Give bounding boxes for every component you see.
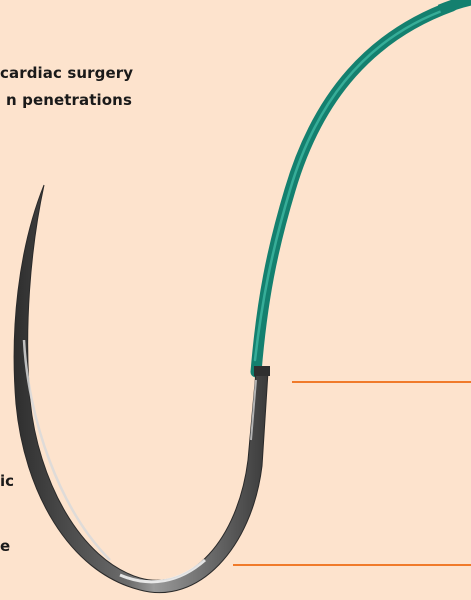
suture-thread-top-end: [437, 0, 471, 16]
headline-line-1: cardiac surgery: [0, 64, 134, 82]
suture-thread-highlight: [253, 6, 452, 362]
swage-collar: [254, 366, 270, 376]
needle-highlight: [22, 339, 111, 561]
side-text-line-3: e: [0, 537, 11, 555]
callout-line-upper: [292, 381, 471, 383]
headline-line-2: n penetrations: [6, 91, 132, 109]
side-text-line-1: ic: [0, 472, 15, 490]
needle-highlight-bottom: [119, 558, 206, 584]
needle-highlight-swage: [250, 379, 257, 441]
suture-thread: [250, 0, 458, 378]
needle-body: [13, 184, 269, 594]
callout-line-lower: [233, 564, 471, 566]
